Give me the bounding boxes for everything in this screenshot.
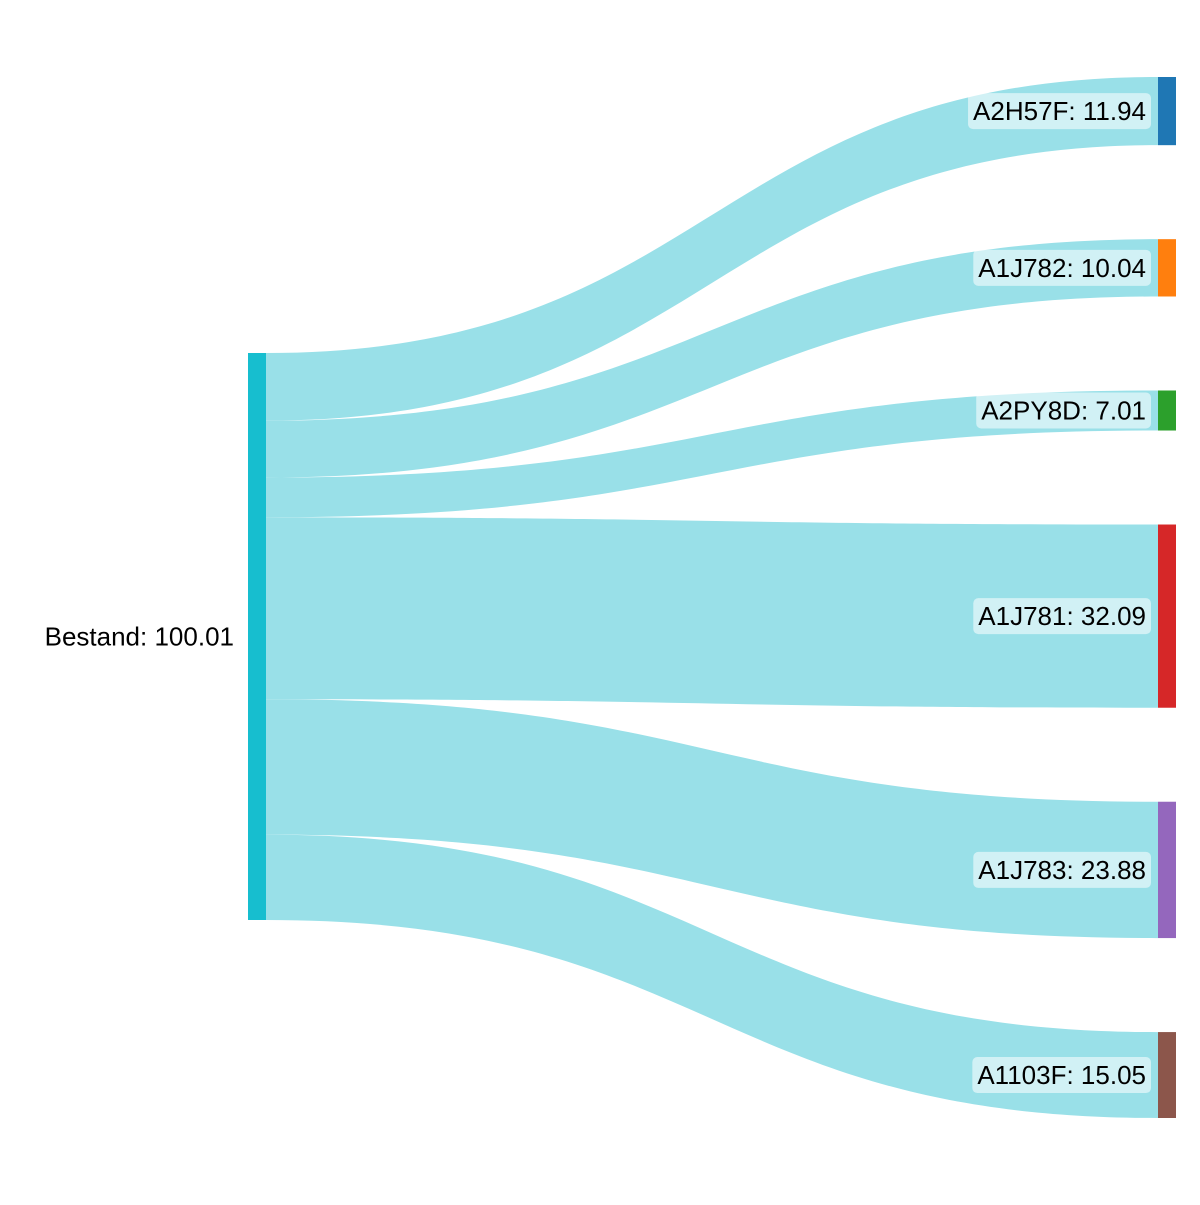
target-label-a2py8d: A2PY8D: 7.01	[981, 396, 1146, 426]
link-a1j783	[266, 699, 1158, 939]
node-source	[248, 353, 266, 920]
link-a1j781	[266, 517, 1158, 708]
label-bg-a1j781	[973, 598, 1151, 635]
link-a2py8d	[266, 390, 1158, 518]
label-bg-a2h57f	[968, 93, 1151, 130]
target-label-a1j783: A1J783: 23.88	[978, 855, 1146, 885]
link-a1103f	[266, 834, 1158, 1118]
label-bg-a1j782	[973, 249, 1151, 286]
target-label-a2h57f: A2H57F: 11.94	[973, 96, 1146, 126]
label-bg-a2py8d	[976, 392, 1151, 429]
nodes-layer	[248, 77, 1176, 1118]
links-layer	[266, 77, 1158, 1118]
link-a2h57f	[266, 77, 1158, 421]
source-label: Bestand: 100.01	[45, 622, 234, 652]
target-label-a1j781: A1J781: 32.09	[978, 601, 1146, 631]
node-a2py8d	[1158, 390, 1176, 431]
target-label-a1j782: A1J782: 10.04	[978, 253, 1146, 283]
label-bg-a1103f	[972, 1057, 1151, 1094]
node-a1j782	[1158, 239, 1176, 297]
target-label-a1103f: A1103F: 15.05	[977, 1060, 1146, 1090]
node-a1j781	[1158, 524, 1176, 708]
labels-layer: Bestand: 100.01 A2H57F: 11.94 A1J782: 10.0…	[45, 93, 1151, 1094]
node-a2h57f	[1158, 77, 1176, 146]
node-a1j783	[1158, 801, 1176, 939]
link-a1j782	[266, 239, 1158, 478]
node-a1103f	[1158, 1032, 1176, 1118]
label-bg-a1j783	[973, 851, 1151, 888]
